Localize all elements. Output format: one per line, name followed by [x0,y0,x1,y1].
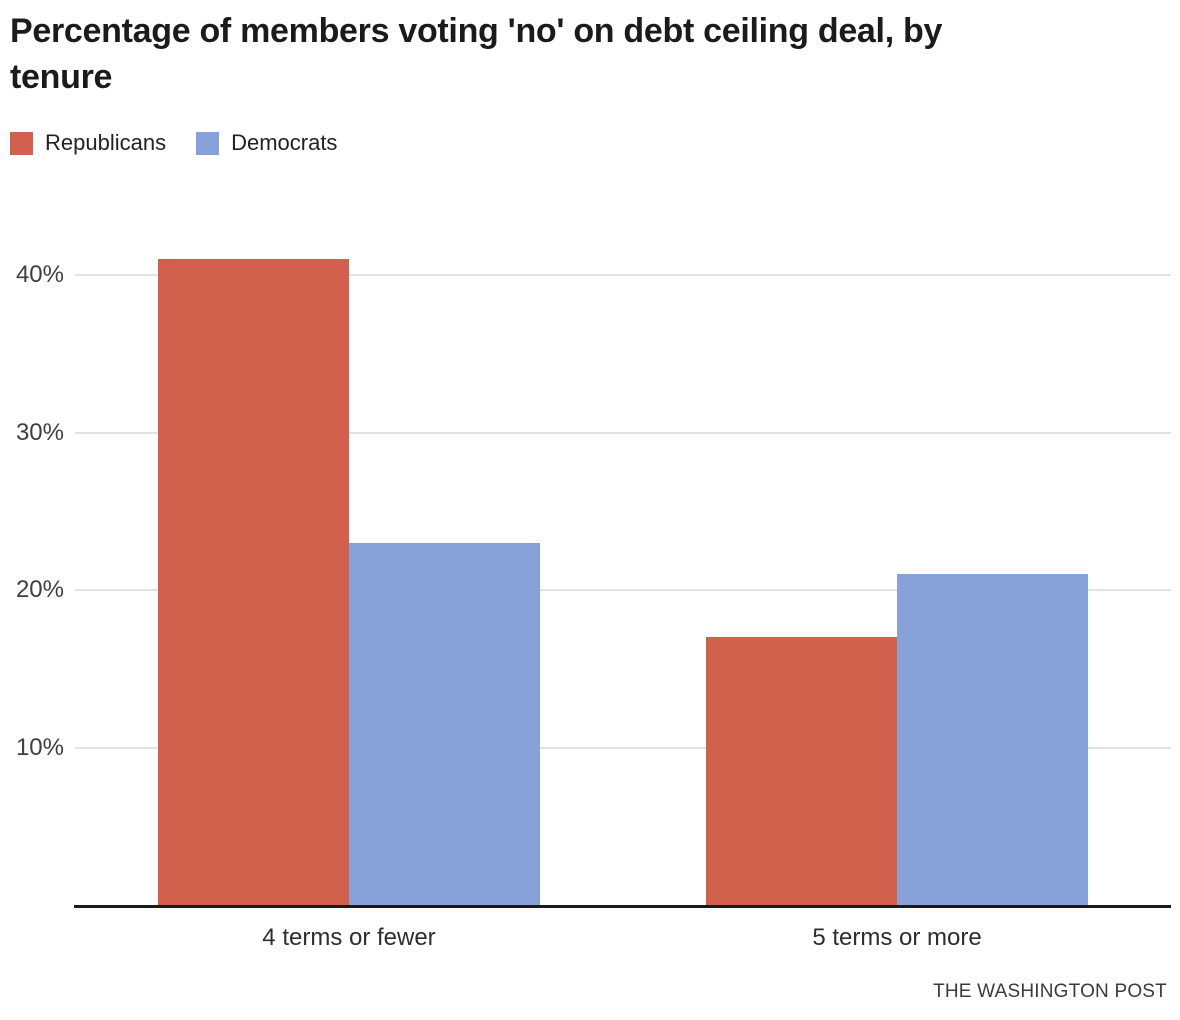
legend-item-republicans: Republicans [10,130,166,156]
legend-label-democrats: Democrats [231,130,338,155]
x-tick-label-4-terms-or-fewer: 4 terms or fewer [262,924,436,951]
x-tick-label-5-terms-or-more: 5 terms or more [812,924,982,951]
bar-republicans-4-terms-or-fewer [158,259,349,905]
legend-label-republicans: Republicans [45,130,167,155]
y-tick-label-10: 10% [15,733,64,761]
bar-democrats-5-terms-or-more [897,574,1088,905]
bar-republicans-5-terms-or-more [706,637,897,905]
chart-title-line-1: Percentage of members voting 'no' on deb… [10,12,943,50]
legend-item-democrats: Democrats [196,130,337,156]
gridline-20pct [75,589,1171,591]
chart-title: Percentage of members voting 'no' on deb… [10,8,942,100]
y-tick-label-20: 20% [15,576,64,603]
legend-swatch-republicans-icon [10,131,33,155]
chart-title-line-2: tenure [10,58,113,96]
y-tick-label-40: 40% [15,261,64,288]
source-credit: THE WASHINGTON POST [933,981,1167,1002]
legend: Republicans Democrats [10,130,337,156]
gridline-40pct [75,274,1171,276]
gridline-30pct [75,431,1171,434]
x-axis-line [74,905,1171,908]
bar-democrats-4-terms-or-fewer [349,542,540,905]
gridline-10pct [75,746,1171,749]
legend-swatch-democrats-icon [196,131,220,155]
y-tick-label-30: 30% [15,418,64,446]
